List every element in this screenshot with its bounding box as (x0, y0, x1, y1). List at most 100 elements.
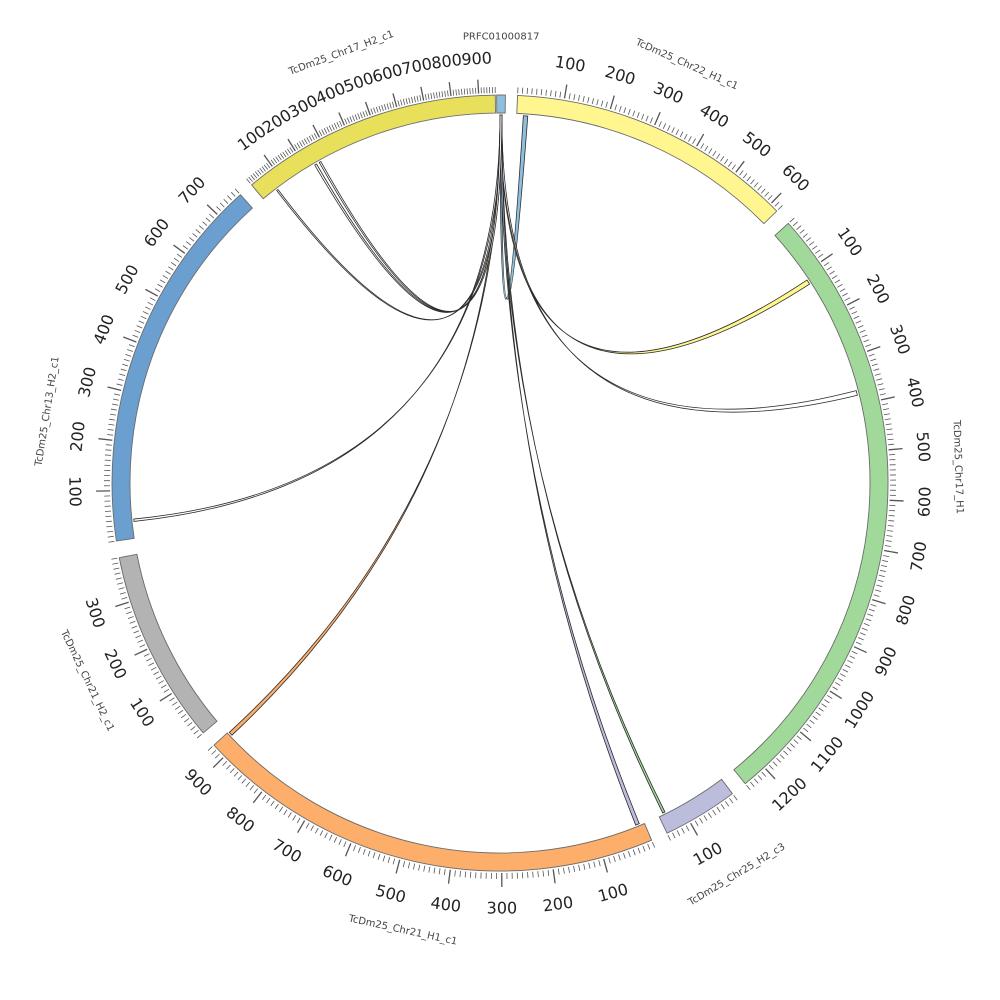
minor-tick (789, 217, 795, 223)
tick-label: 200 (603, 62, 638, 89)
minor-tick (329, 834, 333, 841)
major-tick (799, 731, 812, 742)
minor-tick (313, 133, 318, 139)
minor-tick (128, 344, 135, 348)
minor-tick (270, 800, 275, 807)
minor-tick (273, 158, 278, 164)
tick-label: 400 (903, 375, 928, 409)
minor-tick (274, 803, 279, 810)
major-tick (98, 438, 113, 441)
minor-tick (107, 535, 114, 538)
minor-tick (720, 156, 725, 162)
tick-label: 500 (111, 261, 142, 297)
minor-tick (343, 841, 347, 848)
minor-tick (107, 428, 114, 431)
tick-label: 800 (223, 803, 259, 837)
minor-tick (767, 195, 773, 201)
major-tick (159, 692, 173, 702)
minor-tick (106, 434, 113, 436)
minor-tick (219, 202, 225, 208)
major-tick (107, 386, 122, 391)
minor-tick (605, 101, 608, 108)
major-tick (771, 192, 782, 204)
minor-tick (333, 836, 338, 843)
minor-tick (321, 129, 325, 135)
minor-tick (168, 266, 174, 271)
minor-tick (163, 688, 170, 693)
minor-tick (280, 153, 284, 159)
minor-tick (261, 794, 267, 800)
minor-tick (600, 100, 604, 107)
minor-tick (883, 555, 890, 557)
minor-tick (750, 781, 755, 787)
minor-tick (877, 383, 884, 386)
minor-tick (279, 806, 284, 813)
minor-tick (821, 703, 827, 708)
major-tick (344, 843, 352, 857)
minor-tick (839, 288, 846, 293)
minor-tick (400, 99, 403, 106)
segment-name-label: TcDm25_Chr21_H1_c1 (346, 913, 458, 948)
minor-tick (859, 329, 866, 333)
minor-tick (127, 616, 134, 619)
minor-tick (672, 832, 676, 839)
minor-tick (868, 608, 875, 612)
minor-tick (568, 93, 571, 100)
minor-tick (137, 639, 144, 643)
minor-tick (122, 363, 129, 367)
minor-tick (135, 635, 142, 639)
minor-tick (222, 761, 228, 766)
minor-tick (874, 589, 881, 592)
minor-tick (306, 137, 311, 143)
minor-tick (115, 577, 122, 580)
minor-tick (808, 241, 815, 246)
ticks-layer (96, 79, 904, 887)
minor-tick (829, 270, 835, 275)
minor-tick (189, 237, 195, 242)
minor-tick (727, 161, 733, 167)
minor-tick (761, 771, 767, 777)
major-tick (145, 288, 159, 297)
minor-tick (688, 136, 692, 142)
minor-tick (776, 757, 781, 763)
minor-tick (196, 733, 202, 739)
minor-tick (463, 88, 466, 95)
minor-tick (159, 279, 166, 284)
minor-tick (849, 655, 856, 659)
minor-tick (411, 96, 414, 103)
minor-tick (419, 95, 422, 102)
tick-label: 400 (696, 100, 732, 132)
minor-tick (542, 870, 545, 877)
minor-tick (817, 253, 824, 258)
minor-tick (671, 127, 675, 134)
minor-tick (676, 830, 681, 836)
minor-tick (154, 288, 161, 293)
minor-tick (685, 825, 690, 832)
minor-tick (708, 148, 713, 154)
tick-label: 900 (181, 765, 216, 800)
minor-tick (198, 225, 204, 230)
minor-tick (712, 150, 717, 157)
minor-tick (113, 567, 120, 570)
minor-tick (117, 378, 124, 381)
minor-tick (847, 659, 853, 664)
minor-tick (407, 862, 411, 869)
minor-tick (562, 867, 565, 874)
minor-tick (883, 413, 890, 416)
minor-tick (254, 171, 260, 177)
major-tick (690, 822, 699, 836)
minor-tick (126, 611, 133, 615)
minor-tick (447, 90, 449, 97)
major-tick (563, 84, 568, 99)
minor-tick (637, 847, 641, 854)
minor-tick (878, 388, 885, 391)
minor-tick (134, 329, 141, 333)
minor-tick (142, 311, 149, 315)
minor-tick (832, 686, 838, 691)
segment-name-label: TcDm25_Chr22_H1_c1 (633, 37, 740, 93)
minor-tick (373, 107, 376, 114)
minor-tick (547, 869, 550, 877)
minor-tick (357, 113, 361, 120)
minor-tick (250, 174, 255, 181)
minor-tick (119, 373, 126, 377)
